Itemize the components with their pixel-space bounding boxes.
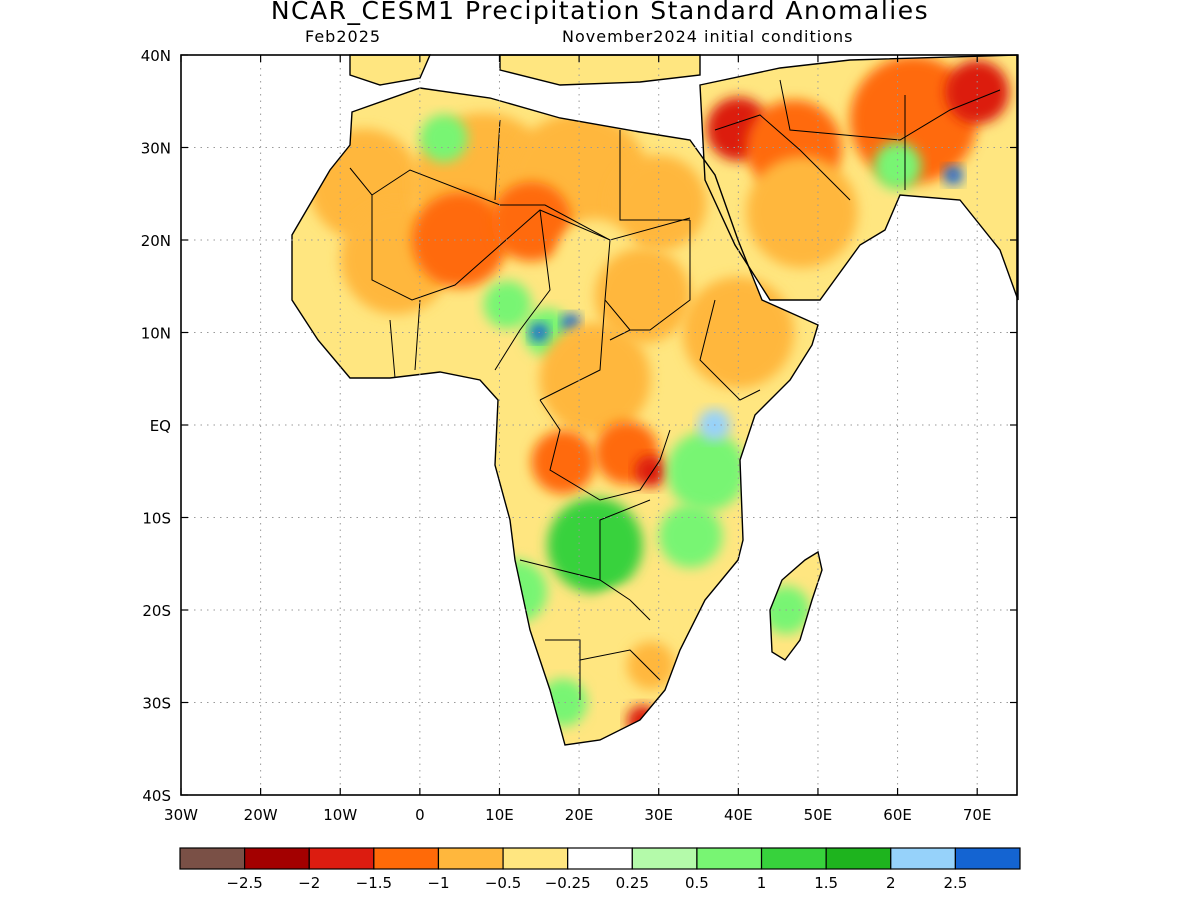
colorbar-label: 0.25 bbox=[616, 874, 649, 892]
anomaly-blob bbox=[483, 280, 532, 329]
colorbar-label: 1 bbox=[757, 874, 767, 892]
anomaly-blob bbox=[419, 114, 468, 163]
anomaly-blob bbox=[682, 276, 795, 389]
colorbar-swatch bbox=[825, 847, 892, 870]
longitude-labels: 30W 20W 10W 0 10E 20E 30E 40E 50E 60E 70E bbox=[164, 806, 991, 824]
map-gridlines bbox=[181, 55, 1017, 795]
map-title: NCAR_CESM1 Precipitation Standard Anomal… bbox=[270, 0, 930, 25]
lat-label: 30S bbox=[142, 695, 171, 713]
colorbar-label: −0.5 bbox=[485, 874, 521, 892]
lon-label: 40E bbox=[724, 806, 753, 824]
lat-label: 10N bbox=[141, 325, 171, 343]
colorbar-label: 0.5 bbox=[685, 874, 709, 892]
colorbar-label: −0.25 bbox=[545, 874, 591, 892]
colorbar-label: 2.5 bbox=[943, 874, 967, 892]
anomaly-blob bbox=[945, 60, 1010, 124]
colorbar-swatch bbox=[244, 847, 310, 870]
lon-label: 30W bbox=[164, 806, 198, 824]
colorbar-label: −1 bbox=[427, 874, 449, 892]
colorbar-swatch bbox=[502, 847, 569, 870]
lat-label: EQ bbox=[150, 417, 171, 435]
lon-label: 0 bbox=[415, 806, 425, 824]
colorbar-label: 1.5 bbox=[814, 874, 838, 892]
colorbar-swatch bbox=[308, 847, 375, 870]
lat-label: 40N bbox=[141, 47, 171, 65]
colorbar-swatch bbox=[760, 847, 827, 870]
anomaly-blob bbox=[483, 559, 548, 624]
lon-label: 30E bbox=[644, 806, 673, 824]
lon-label: 20E bbox=[565, 806, 594, 824]
colorbar-label: −2 bbox=[298, 874, 320, 892]
lon-label: 50E bbox=[804, 806, 833, 824]
country-borders bbox=[349, 79, 1001, 700]
anomaly-blob bbox=[634, 455, 667, 488]
forecast-month: Feb2025 bbox=[305, 27, 382, 46]
anomaly-blob bbox=[658, 504, 723, 568]
colorbar-swatch bbox=[890, 847, 956, 870]
lon-label: 10W bbox=[323, 806, 357, 824]
anomaly-blob bbox=[626, 705, 659, 737]
anomaly-blob bbox=[531, 430, 596, 494]
colorbar bbox=[179, 847, 1021, 870]
anomaly-blob bbox=[666, 431, 747, 512]
lon-label: 70E bbox=[963, 806, 992, 824]
colorbar-swatch bbox=[567, 847, 633, 870]
anomaly-blob bbox=[626, 641, 675, 690]
latitude-labels: 40N 30N 20N 10N EQ 10S 20S 30S 40S bbox=[141, 47, 171, 805]
colorbar-swatch bbox=[437, 847, 504, 870]
lat-label: 20N bbox=[141, 232, 171, 250]
anomaly-blob bbox=[547, 497, 643, 594]
colorbar-label: −2.5 bbox=[226, 874, 262, 892]
anomaly-blob bbox=[943, 165, 963, 185]
lat-label: 30N bbox=[141, 140, 171, 158]
colorbar-labels: −2.5 −2 −1.5 −1 −0.5 −0.25 0.25 0.5 1 1.5 2 2.5 bbox=[226, 874, 967, 892]
anomaly-blob bbox=[539, 323, 651, 435]
anomaly-blob bbox=[595, 247, 691, 344]
initial-conditions: November2024 initial conditions bbox=[562, 27, 854, 46]
colorbar-swatch bbox=[373, 847, 440, 870]
anomaly-blob bbox=[746, 156, 858, 268]
lon-label: 10E bbox=[485, 806, 514, 824]
colorbar-swatch bbox=[954, 847, 1021, 870]
lon-label: 20W bbox=[244, 806, 278, 824]
lat-label: 40S bbox=[142, 787, 171, 805]
anomaly-blob bbox=[411, 192, 508, 288]
lat-label: 20S bbox=[142, 602, 171, 620]
lat-label: 10S bbox=[142, 510, 171, 528]
colorbar-swatch bbox=[696, 847, 763, 870]
colorbar-label: 2 bbox=[886, 874, 896, 892]
anomaly-blob bbox=[491, 181, 572, 262]
colorbar-label: −1.5 bbox=[356, 874, 392, 892]
anomaly-blob bbox=[610, 155, 707, 251]
lon-label: 60E bbox=[883, 806, 912, 824]
colorbar-swatch bbox=[179, 847, 246, 870]
colorbar-swatch bbox=[631, 847, 698, 870]
axis-ticks bbox=[180, 54, 1017, 796]
